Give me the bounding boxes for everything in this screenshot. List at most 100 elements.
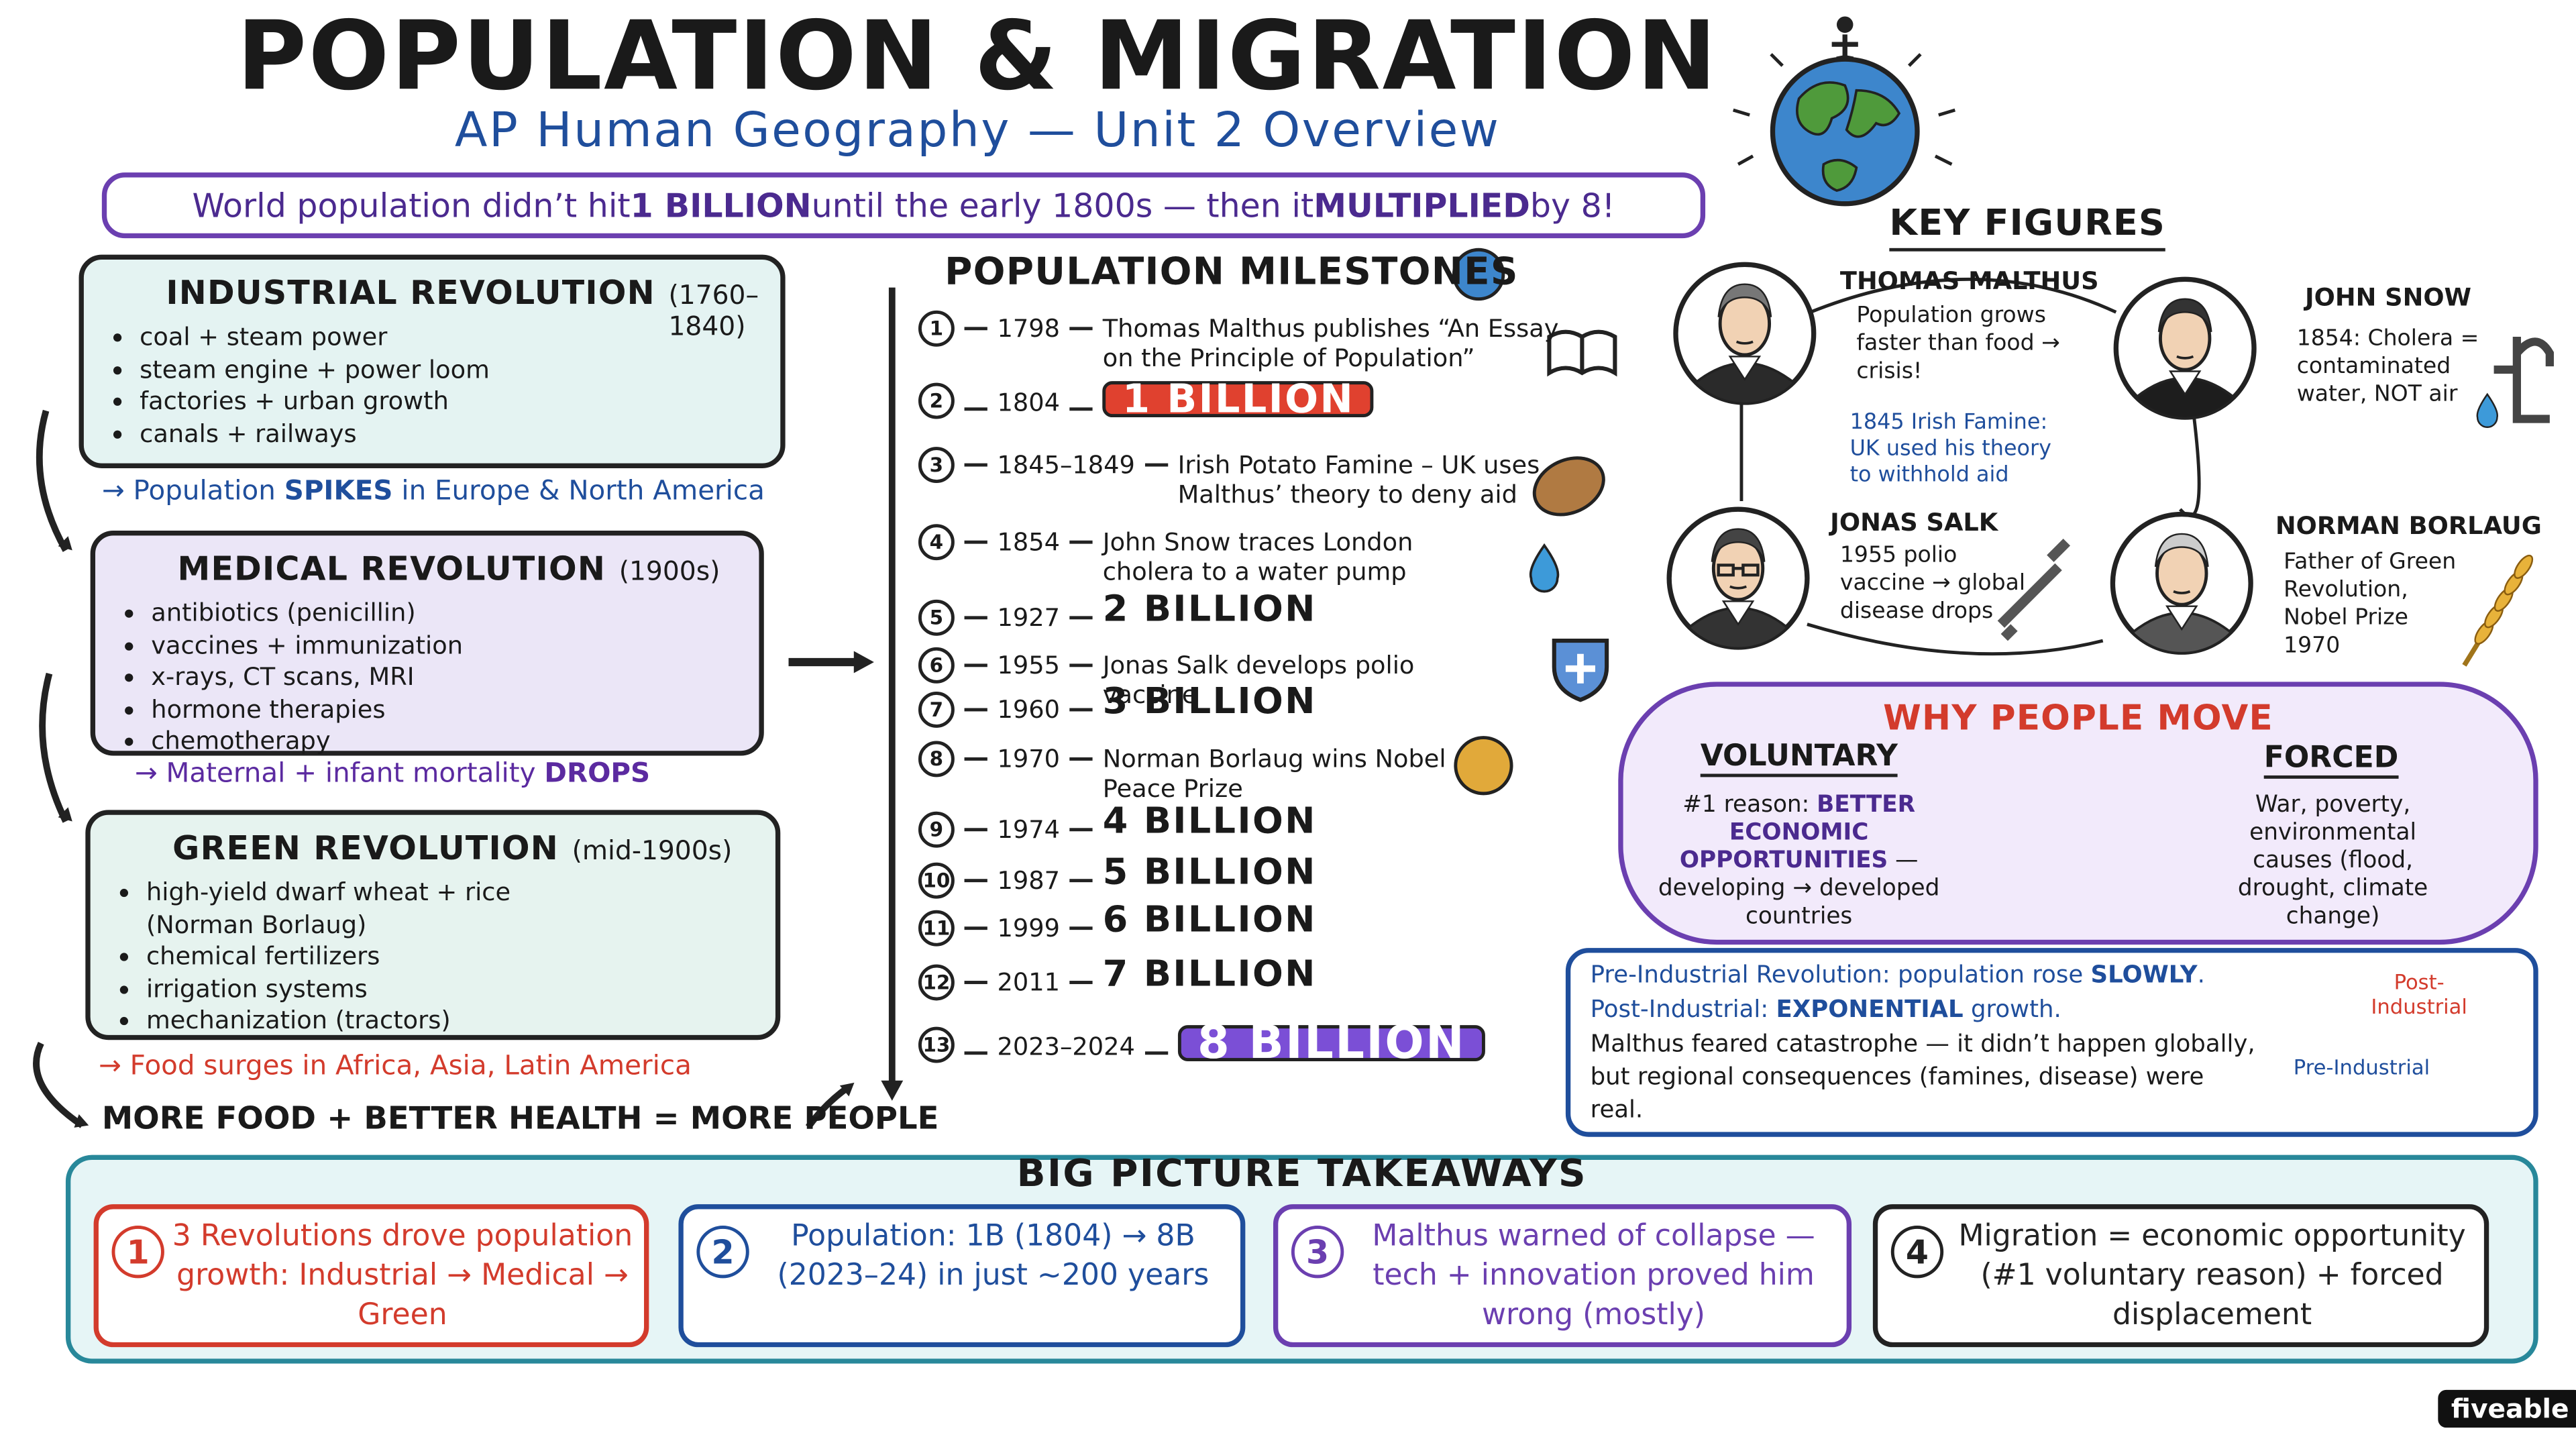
bullet: canals + railways	[140, 418, 537, 450]
revolution-dates: (1900s)	[619, 555, 720, 587]
milestone-billion: 2 BILLION	[1102, 590, 1317, 631]
milestone: 8 1970 Norman Borlaug wins Nobel Peace Pri…	[918, 741, 1497, 804]
milestone-billion: 5 BILLION	[1102, 853, 1317, 894]
syringe	[1997, 538, 2071, 641]
globe-ray	[1938, 108, 1956, 117]
revolution-result: → Population SPIKES in Europe & North Am…	[102, 475, 765, 506]
portrait-collar	[1721, 600, 1755, 626]
dash	[1144, 1051, 1168, 1055]
portrait-hair	[1711, 528, 1766, 562]
wheat-grain	[2514, 554, 2534, 579]
portrait-glasses	[1717, 564, 1760, 577]
bullet: antibiotics (penicillin)	[151, 598, 549, 630]
milestone-date: 1854	[997, 527, 1061, 557]
dash	[1069, 540, 1093, 544]
banner: World population didn’t hit 1 BILLION un…	[101, 172, 1706, 239]
milestone-number: 9	[918, 811, 955, 848]
milestone-billion: 3 BILLION	[1102, 682, 1317, 723]
takeaway-number: 2	[696, 1225, 749, 1279]
bullet: chemotherapy	[151, 726, 549, 758]
figure-name: JOHN SNOW	[2304, 282, 2472, 313]
dash	[1069, 663, 1093, 667]
growth-pre-part: .	[2197, 963, 2205, 989]
portrait-mouth	[1729, 585, 1747, 590]
takeaway: 3 Malthus warned of collapse — tech + inn…	[1273, 1204, 1852, 1348]
water-drop	[2476, 392, 2499, 428]
portrait-mouth	[2176, 355, 2194, 360]
revolution-box: INDUSTRIAL REVOLUTION (1760–1840) coal + s…	[78, 254, 786, 468]
portrait-mouth	[1735, 340, 1754, 345]
milestone-date: 1974	[997, 814, 1061, 845]
revolution-result-part: in Europe & North America	[392, 474, 765, 506]
globe-ray	[1737, 154, 1754, 166]
bullet-list: high-yield dwarf wheat + rice (Norman Bo…	[117, 877, 610, 1038]
figure-name: JONAS SALK	[1830, 507, 1998, 537]
takeaway-number: 4	[1890, 1225, 1944, 1279]
dash	[1069, 926, 1093, 930]
book	[1547, 329, 1617, 377]
globe-ray	[1770, 53, 1784, 67]
shield-cross	[1565, 653, 1595, 684]
voluntary-text-part: #1 reason:	[1682, 792, 1817, 818]
takeaways-title: BIG PICTURE TAKEAWAYS	[1016, 1153, 1588, 1196]
figure-text: 1854: Cholera = contaminated water, NOT …	[2296, 325, 2479, 408]
bullet-list: coal + steam powersteam engine + power l…	[110, 322, 537, 450]
milestone-number: 2	[918, 382, 955, 419]
takeaway: 2 Population: 1B (1804) → 8B (2023–24) in…	[678, 1204, 1246, 1348]
flow-arrow	[39, 672, 69, 823]
figure-text: 1955 polio vaccine → global disease drop…	[1839, 542, 2026, 625]
globe-land	[1796, 81, 1901, 192]
milestone-date: 1987	[997, 865, 1061, 896]
milestone-badge: 8 BILLION	[1177, 1020, 1486, 1065]
bullet: chemical fertilizers	[146, 941, 610, 973]
takeaway: 4 Migration = economic opportunity (#1 vo…	[1872, 1204, 2489, 1348]
milestone-date: 1798	[997, 313, 1061, 343]
flow-arrow	[33, 1041, 85, 1128]
voluntary-text: #1 reason: BETTER ECONOMIC OPPORTUNITIES…	[1635, 792, 1964, 931]
portrait-mouth	[2173, 590, 2191, 594]
revolution-box: GREEN REVOLUTION (mid-1900s) high-yield dw…	[85, 810, 781, 1040]
takeaway-number: 3	[1291, 1225, 1344, 1279]
milestone-date: 1845–1849	[997, 450, 1135, 480]
bullet: mechanization (tractors)	[146, 1006, 610, 1038]
milestone-billion: 6 BILLION	[1102, 900, 1317, 942]
milestone-date: 2023–2024	[997, 1031, 1135, 1062]
arrow-head	[58, 807, 72, 822]
banner-part: by 8!	[1529, 185, 1615, 225]
why-cloud	[1618, 682, 2538, 945]
figure-note: 1845 Irish Famine: UK used his theory to…	[1849, 411, 2051, 488]
milestone: 7 1960 3 BILLION	[918, 684, 1317, 728]
banner-part: until the early 1800s — then it	[811, 185, 1314, 225]
dash	[964, 616, 987, 620]
revolution-result-part: → Food surges in Africa, Asia, Latin Ame…	[98, 1049, 692, 1081]
milestone: 13 2023–2024 8 BILLION	[918, 1020, 1486, 1065]
milestone: 12 2011 7 BILLION	[918, 957, 1317, 1001]
dash	[964, 407, 987, 411]
milestone: 11 1999 6 BILLION	[918, 900, 1317, 947]
dash	[1069, 407, 1093, 411]
banner-part: 1 BILLION	[630, 185, 812, 225]
milestone-number: 6	[918, 647, 955, 684]
milestone-date: 1927	[997, 602, 1061, 633]
growth-post-part: EXPONENTIAL	[1776, 997, 1964, 1024]
milestone-number: 7	[918, 692, 955, 728]
milestone-number: 11	[918, 910, 955, 947]
revolution-result-part: DROPS	[544, 757, 651, 789]
dash	[1069, 828, 1093, 832]
arrow-head	[839, 1082, 855, 1097]
growth-post: Post-Industrial: EXPONENTIAL growth.	[1591, 994, 2281, 1027]
revolution-result: → Maternal + infant mortality DROPS	[135, 757, 650, 789]
revolution-result: → Food surges in Africa, Asia, Latin Ame…	[99, 1050, 692, 1081]
revolution-title: MEDICAL REVOLUTION	[177, 548, 606, 588]
dash	[964, 327, 987, 331]
milestone-number: 12	[918, 964, 955, 1001]
bullet: high-yield dwarf wheat + rice (Norman Bo…	[146, 877, 623, 942]
revolution-dates: (mid-1900s)	[572, 835, 733, 866]
dash	[1069, 616, 1093, 620]
milestone: 10 1987 5 BILLION	[918, 855, 1317, 899]
growth-pre-part: Pre-Industrial Revolution: population ro…	[1590, 963, 2091, 989]
globe-ray	[1934, 154, 1953, 166]
